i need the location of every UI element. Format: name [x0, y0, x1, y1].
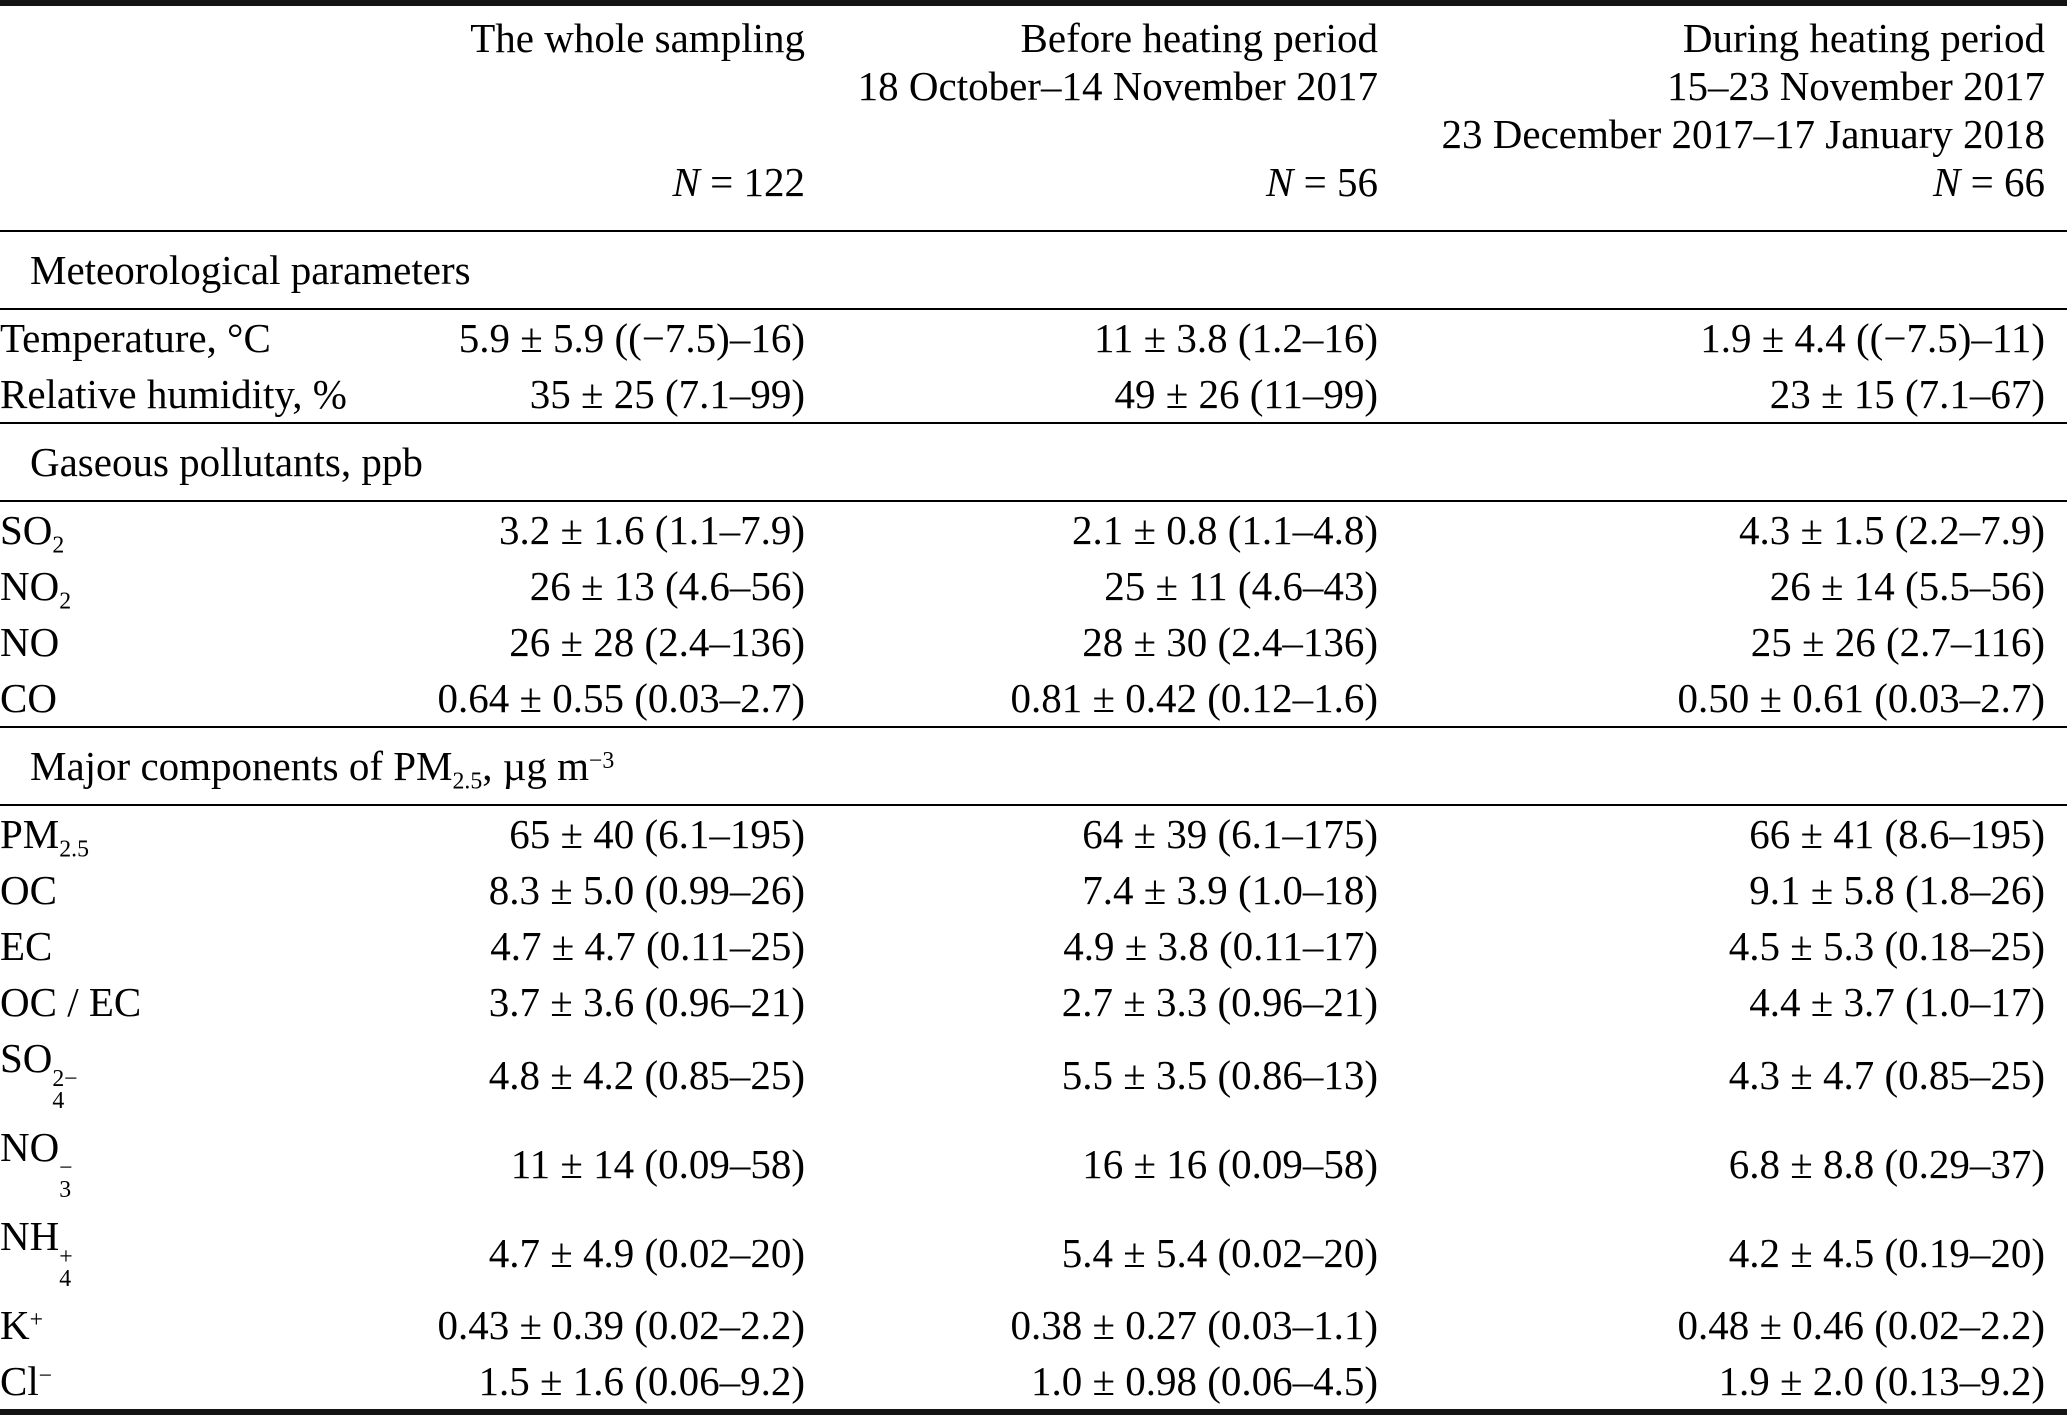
- value-cell: 4.2 ± 4.5 (0.19–20): [1728, 1229, 2045, 1276]
- row-label-so2: SO2: [0, 507, 65, 559]
- corner-cell: [0, 3, 420, 231]
- value-cell: 1.9 ± 2.0 (0.13–9.2): [1718, 1358, 2045, 1405]
- value-cell: 65 ± 40 (6.1–195): [509, 811, 805, 857]
- table-row: NH +4 4.7 ± 4.9 (0.02–20) 5.4 ± 5.4 (0.02…: [0, 1208, 2067, 1297]
- sample-count: N = 56: [1266, 159, 1378, 205]
- table-row: EC 4.7 ± 4.7 (0.11–25) 4.9 ± 3.8 (0.11–1…: [0, 918, 2067, 974]
- value-cell: 4.8 ± 4.2 (0.85–25): [488, 1051, 805, 1098]
- table-row: NO2 26 ± 13 (4.6–56) 25 ± 11 (4.6–43) 26…: [0, 558, 2067, 614]
- table-row: OC 8.3 ± 5.0 (0.99–26) 7.4 ± 3.9 (1.0–18…: [0, 862, 2067, 918]
- value-cell: 8.3 ± 5.0 (0.99–26): [488, 867, 805, 913]
- value-cell: 1.0 ± 0.98 (0.06–4.5): [1030, 1358, 1378, 1405]
- value-cell: 0.48 ± 0.46 (0.02–2.2): [1677, 1302, 2045, 1349]
- table-row: CO 0.64 ± 0.55 (0.03–2.7) 0.81 ± 0.42 (0…: [0, 670, 2067, 727]
- column-subtitle: 18 October–14 November 2017: [857, 63, 1378, 109]
- value-cell: 25 ± 26 (2.7–116): [1750, 619, 2045, 665]
- value-cell: 11 ± 3.8 (1.2–16): [1093, 315, 1378, 361]
- value-cell: 28 ± 30 (2.4–136): [1082, 619, 1378, 665]
- section-header-pm25-components: Major components of PM2.5, µg m−3: [0, 726, 2067, 806]
- value-cell: 4.3 ± 1.5 (2.2–7.9): [1738, 507, 2045, 553]
- value-cell: 9.1 ± 5.8 (1.8–26): [1749, 867, 2045, 913]
- column-subtitle: 15–23 November 2017: [1666, 63, 2045, 109]
- table-row: SO 2− 4 4.8 ± 4.2 (0.85–25) 5.5 ± 3.5 (0.8…: [0, 1030, 2067, 1119]
- table-row: SO2 3.2 ± 1.6 (1.1–7.9) 2.1 ± 0.8 (1.1–4…: [0, 501, 2067, 558]
- value-cell: 4.5 ± 5.3 (0.18–25): [1728, 923, 2045, 969]
- value-cell: 1.5 ± 1.6 (0.06–9.2): [478, 1358, 805, 1405]
- row-label-chloride: Cl−: [0, 1358, 53, 1405]
- column-header-before-heating: Before heating period 18 October–14 Nove…: [805, 14, 1378, 206]
- value-cell: 3.2 ± 1.6 (1.1–7.9): [498, 507, 805, 553]
- row-label-pm25: PM2.5: [0, 811, 89, 863]
- value-cell: 2.1 ± 0.8 (1.1–4.8): [1071, 507, 1378, 553]
- column-header-during-heating: During heating period 15–23 November 201…: [1378, 14, 2067, 206]
- value-cell: 16 ± 16 (0.09–58): [1082, 1140, 1378, 1187]
- section-title: Meteorological parameters: [0, 230, 2067, 310]
- row-label-temperature: Temperature, °C: [0, 315, 271, 361]
- value-cell: 64 ± 39 (6.1–175): [1082, 811, 1378, 857]
- value-cell: 5.9 ± 5.9 ((−7.5)–16): [458, 315, 805, 361]
- table-row: K+ 0.43 ± 0.39 (0.02–2.2) 0.38 ± 0.27 (0…: [0, 1297, 2067, 1353]
- value-cell: 0.50 ± 0.61 (0.03–2.7): [1677, 675, 2045, 721]
- value-cell: 49 ± 26 (11–99): [1114, 371, 1378, 417]
- value-cell: 5.5 ± 3.5 (0.86–13): [1061, 1051, 1378, 1098]
- value-cell: 0.81 ± 0.42 (0.12–1.6): [1010, 675, 1378, 721]
- value-cell: 25 ± 11 (4.6–43): [1104, 563, 1378, 609]
- table-row: NO 26 ± 28 (2.4–136) 28 ± 30 (2.4–136) 2…: [0, 614, 2067, 670]
- section-title: Gaseous pollutants, ppb: [0, 422, 2067, 502]
- row-label-co: CO: [0, 675, 57, 721]
- row-label-nitrate: NO −3: [0, 1124, 73, 1204]
- value-cell: 26 ± 14 (5.5–56): [1769, 563, 2045, 609]
- row-label-oc: OC: [0, 867, 57, 913]
- value-cell: 4.3 ± 4.7 (0.85–25): [1728, 1051, 2045, 1098]
- value-cell: 1.9 ± 4.4 ((−7.5)–11): [1700, 315, 2045, 361]
- row-label-sulfate: SO 2− 4: [0, 1035, 78, 1115]
- column-title: Before heating period: [1020, 15, 1378, 61]
- value-cell: 23 ± 15 (7.1–67): [1769, 371, 2045, 417]
- column-subtitle: 23 December 2017–17 January 2018: [1441, 111, 2045, 157]
- value-cell: 26 ± 28 (2.4–136): [509, 619, 805, 665]
- value-cell: 6.8 ± 8.8 (0.29–37): [1728, 1140, 2045, 1187]
- value-cell: 7.4 ± 3.9 (1.0–18): [1082, 867, 1378, 913]
- table-row: Cl− 1.5 ± 1.6 (0.06–9.2) 1.0 ± 0.98 (0.0…: [0, 1353, 2067, 1412]
- column-header-whole-sampling: The whole sampling N = 122: [420, 14, 805, 206]
- value-cell: 0.38 ± 0.27 (0.03–1.1): [1010, 1302, 1378, 1349]
- row-label-no: NO: [0, 619, 60, 665]
- row-label-potassium: K+: [0, 1302, 44, 1349]
- column-title: During heating period: [1682, 15, 2045, 61]
- value-cell: 4.4 ± 3.7 (1.0–17): [1749, 979, 2045, 1025]
- section-header-meteorological: Meteorological parameters: [0, 230, 2067, 310]
- value-cell: 2.7 ± 3.3 (0.96–21): [1061, 979, 1378, 1025]
- row-label-ammonium: NH +4: [0, 1213, 73, 1293]
- value-cell: 0.43 ± 0.39 (0.02–2.2): [437, 1302, 805, 1349]
- row-label-ec: EC: [0, 923, 53, 969]
- value-cell: 5.4 ± 5.4 (0.02–20): [1061, 1229, 1378, 1276]
- value-cell: 0.64 ± 0.55 (0.03–2.7): [437, 675, 805, 721]
- sample-count: N = 122: [672, 159, 805, 205]
- section-header-gaseous-pollutants: Gaseous pollutants, ppb: [0, 422, 2067, 502]
- sample-count: N = 66: [1933, 159, 2045, 205]
- value-cell: 35 ± 25 (7.1–99): [529, 371, 805, 417]
- row-label-oc-ec-ratio: OC / EC: [0, 979, 142, 1025]
- value-cell: 4.7 ± 4.7 (0.11–25): [490, 923, 805, 969]
- table-header-row: The whole sampling N = 122 Before heatin…: [0, 3, 2067, 231]
- value-cell: 26 ± 13 (4.6–56): [529, 563, 805, 609]
- value-cell: 11 ± 14 (0.09–58): [510, 1140, 805, 1187]
- column-title: The whole sampling: [470, 15, 805, 61]
- row-label-no2: NO2: [0, 563, 72, 615]
- value-cell: 3.7 ± 3.6 (0.96–21): [488, 979, 805, 1025]
- table-row: NO −3 11 ± 14 (0.09–58) 16 ± 16 (0.09–58)…: [0, 1119, 2067, 1208]
- table-row: Temperature, °C 5.9 ± 5.9 ((−7.5)–16) 11…: [0, 309, 2067, 366]
- value-cell: 66 ± 41 (8.6–195): [1749, 811, 2045, 857]
- row-label-relative-humidity: Relative humidity, %: [0, 371, 347, 417]
- value-cell: 4.7 ± 4.9 (0.02–20): [488, 1229, 805, 1276]
- section-title: Major components of PM2.5, µg m−3: [0, 726, 2067, 806]
- table-row: OC / EC 3.7 ± 3.6 (0.96–21) 2.7 ± 3.3 (0…: [0, 974, 2067, 1030]
- table-row: Relative humidity, % 35 ± 25 (7.1–99) 49…: [0, 366, 2067, 423]
- table-row: PM2.5 65 ± 40 (6.1–195) 64 ± 39 (6.1–175…: [0, 805, 2067, 862]
- value-cell: 4.9 ± 3.8 (0.11–17): [1063, 923, 1378, 969]
